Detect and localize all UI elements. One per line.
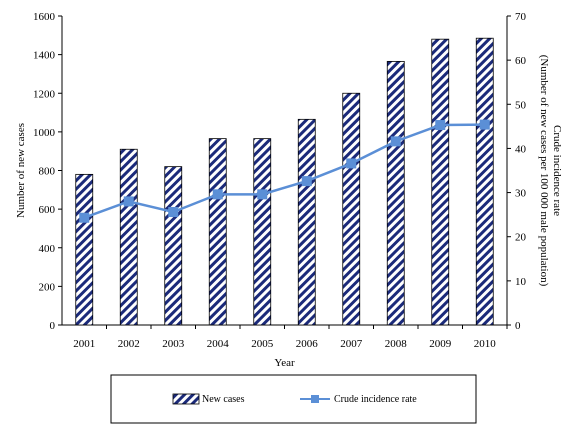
incidence-rate-marker bbox=[168, 206, 179, 217]
x-tick-label: 2008 bbox=[385, 338, 408, 350]
y2-axis-title-line1: Crude incidence rate bbox=[551, 125, 563, 216]
bar-new-cases bbox=[297, 118, 316, 326]
incidence-rate-marker bbox=[212, 189, 223, 200]
incidence-rate-marker bbox=[479, 119, 490, 130]
bar-new-cases bbox=[119, 148, 138, 326]
incidence-rate-marker bbox=[301, 176, 312, 187]
bar-new-cases bbox=[431, 38, 450, 326]
legend-label-incidence-rate: Crude incidence rate bbox=[334, 394, 417, 405]
bar-new-cases bbox=[386, 60, 405, 326]
x-tick-label: 2001 bbox=[73, 338, 95, 350]
bar-series bbox=[75, 37, 494, 326]
incidence-rate-marker bbox=[435, 120, 446, 131]
bar-new-cases bbox=[208, 138, 227, 326]
incidence-rate-marker bbox=[257, 189, 268, 200]
legend-frame bbox=[110, 374, 477, 424]
legend-label-new-cases: New cases bbox=[202, 394, 245, 405]
x-tick-label: 2003 bbox=[162, 338, 185, 350]
legend-swatch-new-cases bbox=[172, 393, 200, 405]
incidence-rate-marker bbox=[346, 158, 357, 169]
y-axis-title: Number of new cases bbox=[15, 123, 27, 218]
x-tick-label: 2007 bbox=[340, 338, 363, 350]
y-tick-label: 800 bbox=[39, 166, 56, 178]
x-tick-label: 2002 bbox=[118, 338, 140, 350]
y2-tick-label: 70 bbox=[515, 11, 527, 23]
y-tick-label: 0 bbox=[50, 320, 56, 332]
y2-tick-label: 0 bbox=[515, 320, 521, 332]
incidence-rate-marker bbox=[79, 212, 90, 223]
bar-new-cases bbox=[253, 138, 272, 326]
incidence-rate-marker bbox=[390, 136, 401, 147]
x-axis-title: Year bbox=[274, 357, 295, 369]
x-tick-label: 2005 bbox=[251, 338, 274, 350]
y2-tick-label: 50 bbox=[515, 99, 527, 111]
y-tick-label: 600 bbox=[39, 204, 56, 216]
y2-tick-label: 60 bbox=[515, 55, 527, 67]
incidence-rate-line bbox=[83, 123, 485, 219]
incidence-rate-marker bbox=[123, 196, 134, 207]
y2-tick-label: 30 bbox=[515, 188, 527, 200]
y-tick-label: 400 bbox=[39, 243, 56, 255]
y2-tick-label: 20 bbox=[515, 232, 527, 244]
bar-new-cases bbox=[75, 173, 94, 326]
y2-tick-label: 10 bbox=[515, 276, 527, 288]
y-tick-label: 1600 bbox=[33, 11, 56, 23]
bar-new-cases bbox=[342, 92, 361, 326]
y2-tick-label: 40 bbox=[515, 143, 527, 155]
x-tick-label: 2010 bbox=[474, 338, 497, 350]
x-tick-label: 2006 bbox=[296, 338, 319, 350]
legend-swatch-marker bbox=[311, 395, 319, 403]
line-series bbox=[79, 119, 490, 223]
legend: New cases Crude incidence rate bbox=[110, 374, 477, 424]
y2-axis-title-line2: (Number of new cases per 100 000 male po… bbox=[538, 55, 550, 287]
y-tick-label: 200 bbox=[39, 281, 56, 293]
x-tick-label: 2004 bbox=[207, 338, 230, 350]
y-tick-label: 1000 bbox=[33, 127, 56, 139]
y-tick-label: 1400 bbox=[33, 50, 56, 62]
x-tick-label: 2009 bbox=[429, 338, 452, 350]
bar-new-cases bbox=[164, 166, 183, 326]
y-tick-label: 1200 bbox=[33, 88, 56, 100]
tick-labels: 0 200 400 600 800 1000 1200 1400 1600 0 10 20 30 40 50… bbox=[33, 11, 527, 350]
bar-new-cases bbox=[475, 37, 494, 326]
